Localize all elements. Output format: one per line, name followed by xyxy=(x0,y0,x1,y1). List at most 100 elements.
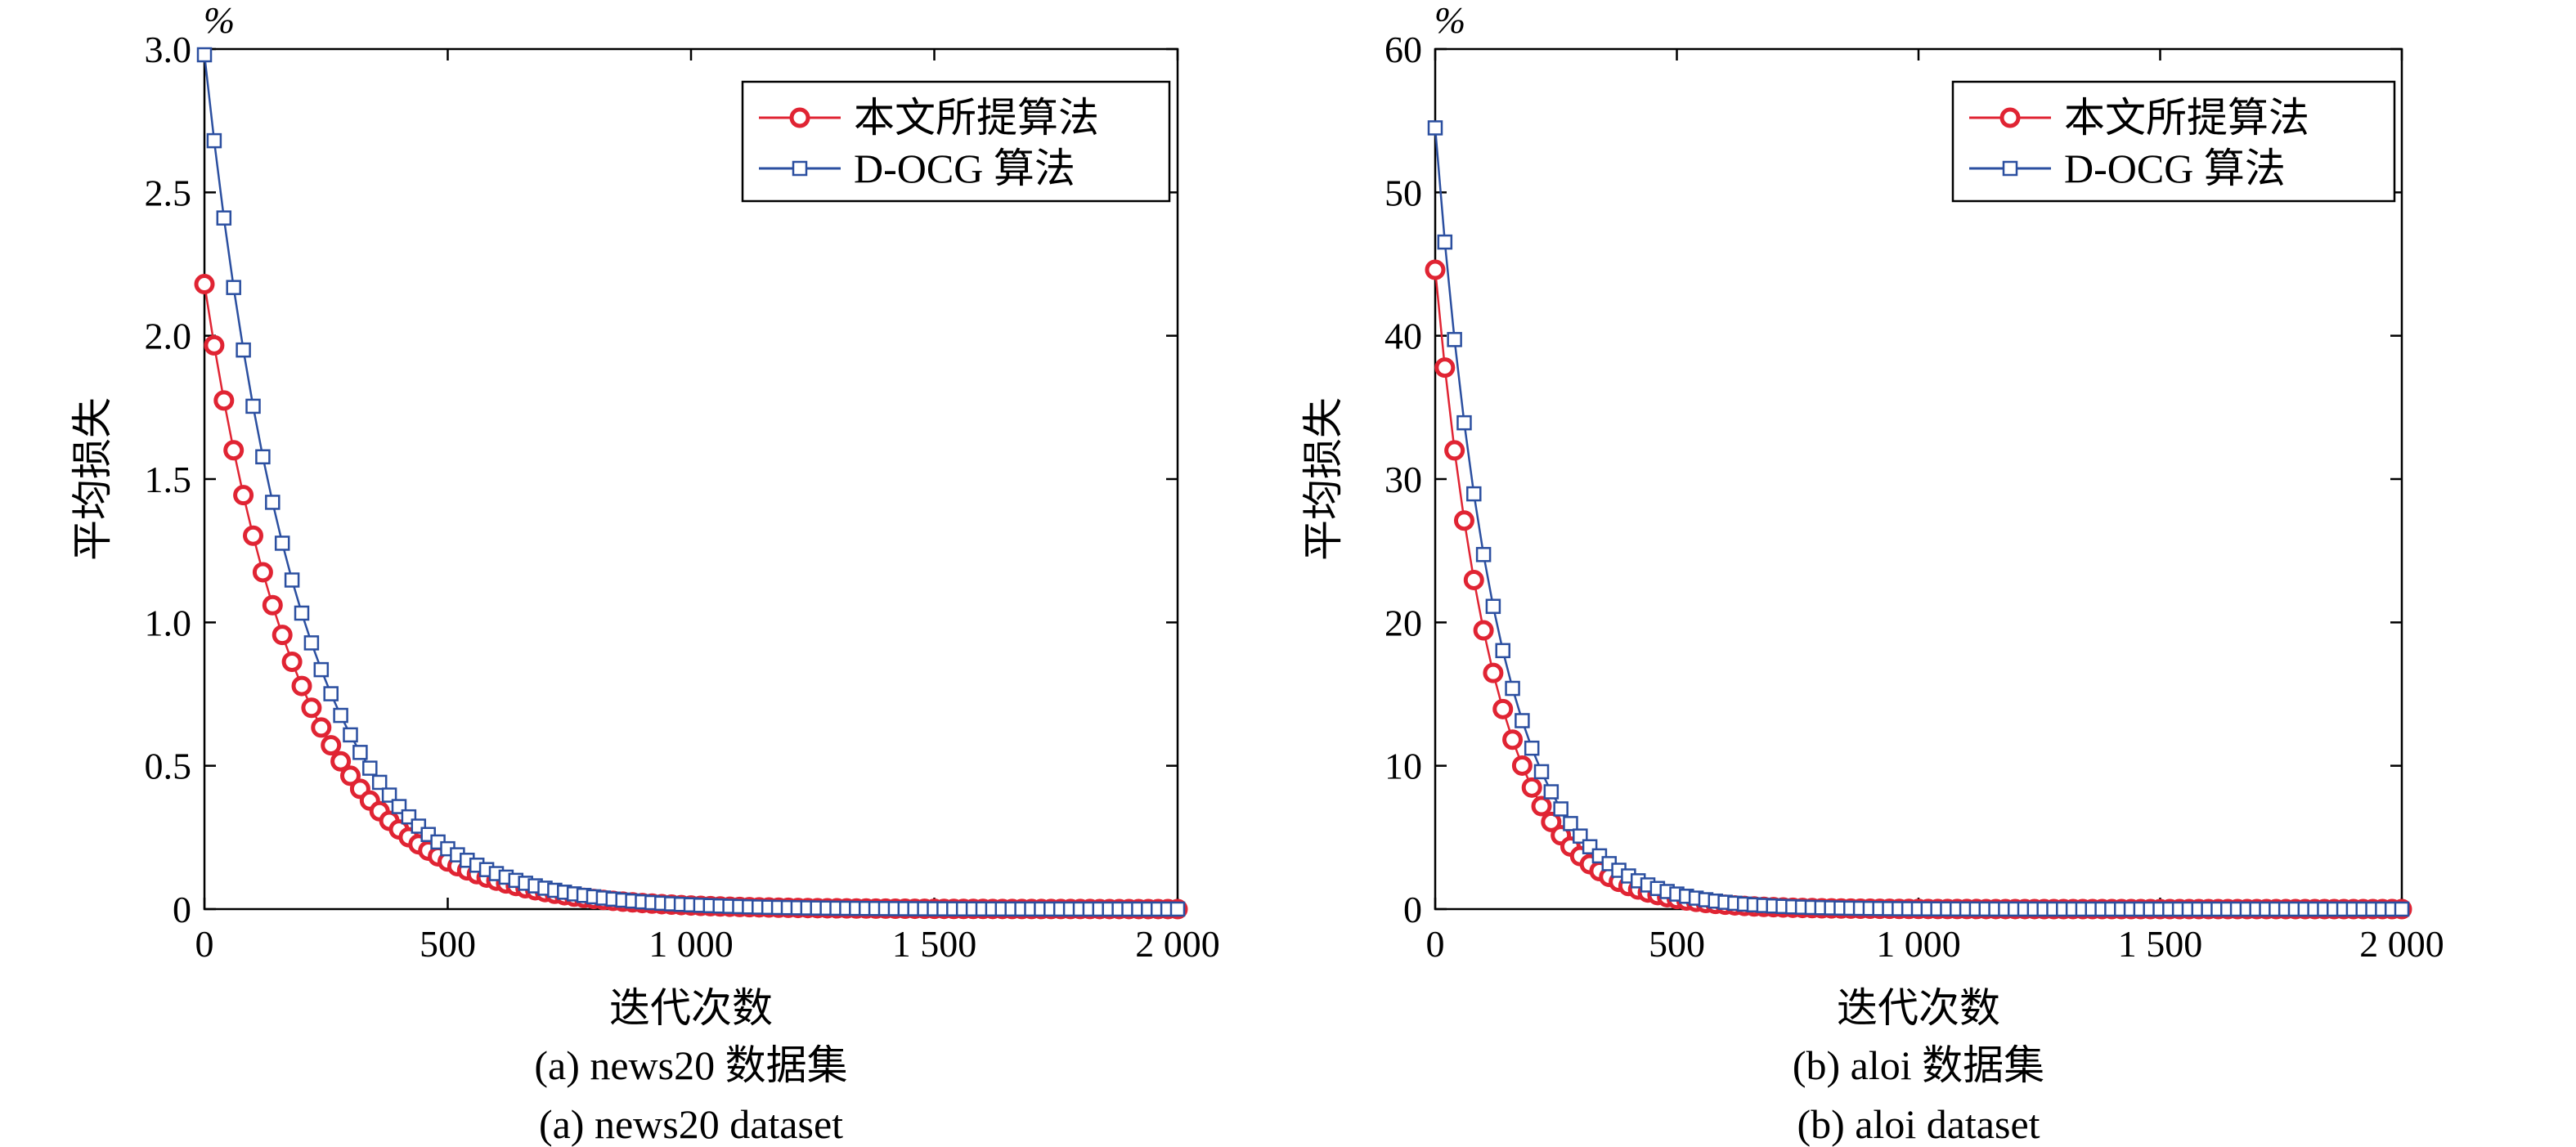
panel-caption-zh: (a) news20 数据集 xyxy=(534,1042,847,1088)
data-point-circle xyxy=(194,274,215,295)
data-point-square xyxy=(274,535,290,551)
panel-caption-en: (b) aloi dataset xyxy=(1797,1101,2040,1147)
data-point-circle xyxy=(311,717,332,738)
data-point-circle xyxy=(1531,795,1552,817)
series-line xyxy=(1434,128,2402,911)
data-point-circle xyxy=(1463,569,1484,590)
y-tick-label: 10 xyxy=(1384,746,1422,787)
data-point-circle xyxy=(1425,259,1446,280)
data-point-circle xyxy=(262,594,283,616)
data-point-square xyxy=(1505,680,1520,697)
data-point-circle xyxy=(1541,811,1562,832)
data-point-square xyxy=(265,495,280,510)
data-point-square xyxy=(245,398,261,414)
data-point-square xyxy=(1515,713,1530,728)
y-unit-label: % xyxy=(1434,0,1465,41)
data-point-square xyxy=(323,686,339,701)
y-tick-label: 0.5 xyxy=(145,746,192,787)
y-tick-label: 50 xyxy=(1384,172,1422,213)
data-point-square xyxy=(303,635,320,651)
data-point-square xyxy=(2394,901,2410,917)
data-point-square xyxy=(196,47,213,63)
x-tick-label: 2 000 xyxy=(2359,923,2444,965)
x-tick-label: 2 000 xyxy=(1135,923,1220,965)
x-tick-label: 0 xyxy=(1426,923,1445,965)
series-line xyxy=(1434,269,2402,911)
y-tick-label: 1.0 xyxy=(145,602,192,643)
data-point-square xyxy=(1169,901,1186,917)
legend-label: 本文所提算法 xyxy=(2064,95,2309,141)
data-point-circle xyxy=(1444,440,1465,461)
data-point-square xyxy=(1563,816,1578,831)
data-point-square xyxy=(1485,598,1501,614)
data-point-square xyxy=(381,787,397,803)
data-point-square xyxy=(1495,643,1510,659)
panel-caption-zh: (b) aloi 数据集 xyxy=(1793,1042,2044,1088)
legend-marker-circle xyxy=(1999,107,2021,128)
data-point-square xyxy=(226,280,241,295)
x-tick-label: 500 xyxy=(1649,923,1705,965)
data-point-square xyxy=(343,727,358,743)
data-point-circle xyxy=(1434,357,1456,379)
data-point-square xyxy=(284,572,300,588)
legend: 本文所提算法 D-OCG 算法 xyxy=(741,80,1171,203)
data-point-square xyxy=(362,760,378,776)
legend-box xyxy=(741,80,1171,203)
data-point-square xyxy=(255,449,271,465)
data-point-square xyxy=(352,745,368,760)
data-point-square xyxy=(1524,740,1540,756)
data-point-circle xyxy=(243,525,263,546)
data-point-circle xyxy=(252,562,273,583)
x-tick-label: 500 xyxy=(420,923,476,965)
series-1 xyxy=(194,274,1188,920)
data-point-circle xyxy=(272,625,293,646)
data-point-square xyxy=(1475,547,1492,562)
data-point-square xyxy=(371,774,388,791)
y-tick-label: 1.5 xyxy=(145,459,192,500)
legend: 本文所提算法 D-OCG 算法 xyxy=(1951,80,2396,203)
legend-marker-square xyxy=(792,160,808,177)
data-point-square xyxy=(1456,414,1472,431)
series-2 xyxy=(1427,120,2410,917)
data-point-square xyxy=(216,210,232,226)
y-tick-label: 60 xyxy=(1384,29,1422,70)
data-point-square xyxy=(1447,332,1462,347)
data-point-circle xyxy=(1453,510,1474,531)
y-axis-title: 平均损失 xyxy=(1300,397,1346,561)
legend-label: D-OCG 算法 xyxy=(2064,146,2286,191)
legend-label: D-OCG 算法 xyxy=(854,146,1075,191)
data-point-circle xyxy=(223,440,245,461)
legend-box xyxy=(1951,80,2396,203)
data-point-circle xyxy=(301,697,322,719)
y-tick-label: 20 xyxy=(1384,602,1422,643)
y-tick-label: 40 xyxy=(1384,316,1422,357)
y-axis-title: 平均损失 xyxy=(70,397,115,561)
x-tick-label: 1 000 xyxy=(1876,923,1961,965)
data-point-circle xyxy=(233,485,254,506)
x-tick-label: 1 500 xyxy=(892,923,977,965)
x-tick-label: 1 500 xyxy=(2118,923,2203,965)
panel-caption-en: (a) news20 dataset xyxy=(539,1101,843,1147)
series-2 xyxy=(196,47,1186,917)
data-point-circle xyxy=(340,765,361,786)
data-point-square xyxy=(1553,801,1568,817)
data-point-circle xyxy=(213,390,235,411)
data-point-square xyxy=(1466,486,1482,502)
data-point-square xyxy=(1543,784,1560,800)
y-tick-label: 2.0 xyxy=(145,316,192,357)
data-point-square xyxy=(206,132,222,149)
chart-panel-2: 0 500 1 000 1 500 2 000 0 10 20 30 40 50 60% 迭代次数 平均损… xyxy=(1300,0,2444,1147)
data-point-circle xyxy=(1502,729,1524,750)
data-point-circle xyxy=(1483,662,1504,683)
legend-marker-square xyxy=(2002,160,2018,177)
data-point-square xyxy=(1437,234,1453,250)
series-line xyxy=(203,284,1178,911)
y-tick-label: 30 xyxy=(1384,459,1422,500)
chart-panel-1: 0 500 1 000 1 500 2 000 0 0.5 1.0 1.5 2.0 2.5 3.0% 迭… xyxy=(70,0,1220,1147)
data-point-circle xyxy=(291,675,312,697)
data-point-circle xyxy=(1521,777,1542,798)
legend-label: 本文所提算法 xyxy=(854,95,1099,141)
y-tick-label: 0 xyxy=(173,889,191,930)
data-point-square xyxy=(333,707,348,724)
